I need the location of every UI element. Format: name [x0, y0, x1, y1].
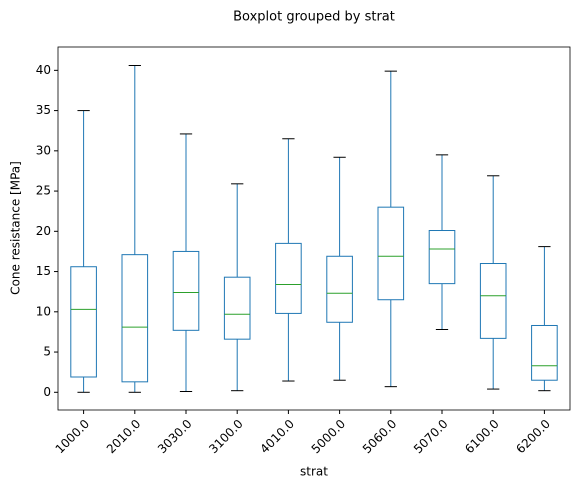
- y-tick-label: 20: [36, 224, 51, 238]
- y-tick-label: 25: [36, 184, 51, 198]
- x-axis-label: strat: [300, 465, 328, 479]
- chart-title: Boxplot grouped by strat: [233, 10, 395, 25]
- x-tick-label: 5070.0: [411, 417, 451, 457]
- y-tick-label: 0: [43, 385, 51, 399]
- x-tick-label: 5060.0: [360, 417, 400, 457]
- box: [479, 263, 507, 339]
- y-tick-label: 5: [43, 345, 51, 359]
- x-tick-label: 3100.0: [206, 417, 246, 457]
- box: [326, 255, 353, 323]
- box: [275, 242, 302, 314]
- box: [70, 266, 97, 378]
- box: [121, 254, 149, 383]
- x-tick-label: 6200.0: [513, 417, 553, 457]
- box: [172, 250, 200, 331]
- y-tick-label: 15: [36, 264, 51, 278]
- x-tick-label: 1000.0: [53, 417, 93, 457]
- x-tick-label: 2010.0: [104, 417, 144, 457]
- y-tick-label: 10: [36, 304, 51, 318]
- box: [377, 206, 405, 301]
- y-tick-label: 35: [36, 103, 51, 117]
- y-tick-label: 40: [36, 63, 51, 77]
- x-tick-label: 6100.0: [462, 417, 502, 457]
- box: [531, 324, 558, 381]
- box: [428, 230, 456, 285]
- y-tick-label: 30: [36, 143, 51, 157]
- x-tick-label: 5000.0: [309, 417, 349, 457]
- plot-frame: [57, 46, 571, 411]
- box: [223, 276, 251, 340]
- x-tick-label: 4010.0: [257, 417, 297, 457]
- y-axis-label: Cone resistance [MPa]: [9, 161, 23, 295]
- x-tick-label: 3030.0: [155, 417, 195, 457]
